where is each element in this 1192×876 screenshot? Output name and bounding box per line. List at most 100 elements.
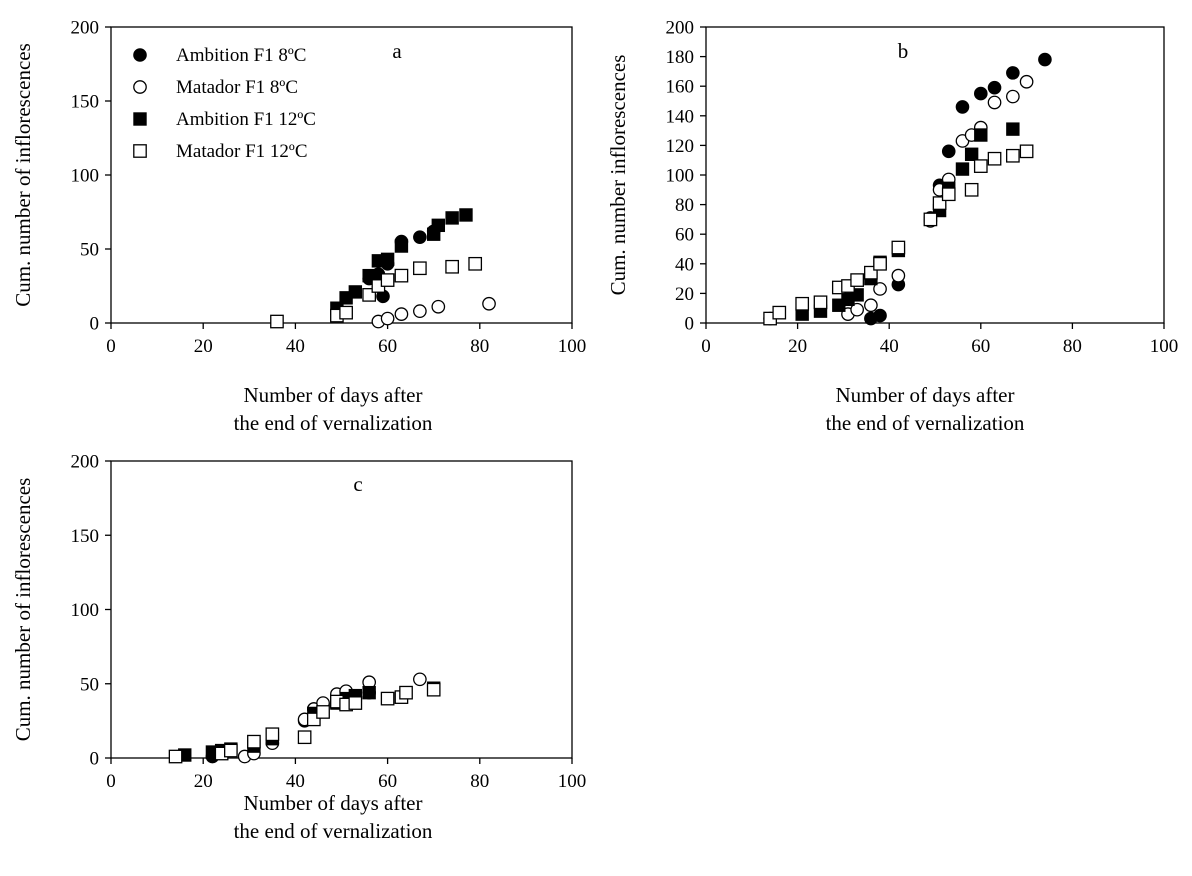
series-open-circle <box>237 672 427 764</box>
legend-label: Matador F1 8ºC <box>176 77 298 98</box>
x-axis-label-line2: the end of vernalization <box>826 411 1025 435</box>
data-point <box>891 268 906 283</box>
series-filled-circle <box>864 52 1052 326</box>
x-tick-label: 100 <box>558 336 587 357</box>
x-axis-label-line1: Number of days after <box>243 791 422 815</box>
legend-label: Ambition F1 8ºC <box>176 45 306 66</box>
data-point <box>1019 144 1034 159</box>
legend-marker <box>133 48 147 62</box>
data-point <box>413 261 427 276</box>
y-tick-label: 180 <box>666 47 695 68</box>
y-tick-label: 0 <box>90 314 100 335</box>
y-tick-label: 160 <box>666 77 695 98</box>
data-point <box>394 268 409 283</box>
y-axis-label: Cum. number of inflorescences <box>11 43 35 307</box>
data-point <box>795 296 810 311</box>
legend-label: Ambition F1 12ºC <box>176 109 316 130</box>
data-point <box>431 218 446 233</box>
data-point <box>168 749 183 764</box>
data-point <box>224 743 238 758</box>
data-point <box>380 252 395 267</box>
series-open-square <box>763 144 1034 326</box>
y-tick-label: 50 <box>80 240 99 261</box>
y-tick-label: 100 <box>71 166 100 187</box>
data-point <box>270 314 284 329</box>
data-point <box>413 304 427 319</box>
plot-frame <box>110 26 573 324</box>
data-point <box>973 86 988 101</box>
x-tick-label: 80 <box>470 336 489 357</box>
data-point <box>362 268 376 283</box>
data-point <box>1019 74 1034 89</box>
y-tick-label: 200 <box>71 452 100 473</box>
series-filled-square <box>330 208 473 315</box>
data-point <box>974 128 988 142</box>
data-point <box>1006 66 1020 80</box>
data-point <box>399 685 413 700</box>
panel-label: b <box>898 39 909 63</box>
series-open-circle <box>371 296 496 329</box>
x-tick-label: 100 <box>558 771 587 792</box>
series-filled-square <box>795 122 1020 321</box>
data-point <box>987 80 1002 95</box>
y-tick-label: 0 <box>90 749 100 770</box>
data-point <box>247 734 261 749</box>
data-point <box>426 682 441 697</box>
data-point <box>394 239 409 253</box>
data-point <box>413 230 427 244</box>
data-point <box>348 696 363 710</box>
legend-marker <box>133 112 147 126</box>
data-point <box>468 256 483 271</box>
y-axis-label: Cum. number inflorescences <box>606 55 630 296</box>
x-tick-label: 60 <box>378 336 397 357</box>
data-point <box>339 305 353 320</box>
chart-panel-b: 0 20 40 60 80 100 0 20 40 60 80 100 120 140 160 180 200 C… <box>606 18 1178 436</box>
y-tick-label: 50 <box>80 674 99 695</box>
data-point <box>955 100 970 114</box>
x-tick-label: 0 <box>106 771 116 792</box>
x-tick-label: 0 <box>106 336 116 357</box>
x-tick-label: 60 <box>378 771 397 792</box>
data-point <box>891 240 906 255</box>
data-point <box>1006 122 1020 136</box>
plot-frame <box>110 460 573 759</box>
y-tick-label: 80 <box>675 195 694 216</box>
data-point <box>394 307 409 321</box>
x-tick-label: 20 <box>788 336 807 357</box>
y-axis-label: Cum. number of inflorescences <box>11 478 35 742</box>
data-point <box>362 685 376 700</box>
legend-marker <box>133 80 147 94</box>
y-tick-label: 60 <box>675 225 694 246</box>
data-point <box>941 144 956 159</box>
y-tick-label: 200 <box>71 18 100 39</box>
data-point <box>380 311 395 326</box>
data-point <box>265 727 280 742</box>
y-tick-label: 120 <box>666 136 695 157</box>
plot-frame <box>705 26 1165 324</box>
x-tick-label: 0 <box>701 336 711 357</box>
data-point <box>964 182 979 197</box>
x-tick-label: 40 <box>286 771 305 792</box>
chart-panel-a: 0 20 40 60 80 100 0 50 100 150 200 Cum. number of i… <box>11 18 586 436</box>
data-point <box>955 162 970 176</box>
chart-panel-c: 0 20 40 60 80 100 0 50 100 150 200 Cum. number of i… <box>11 452 586 844</box>
data-point <box>380 691 395 706</box>
x-axis-label-line1: Number of days after <box>243 383 422 407</box>
data-point <box>380 273 395 287</box>
x-tick-label: 80 <box>470 771 489 792</box>
x-tick-label: 20 <box>194 771 213 792</box>
data-point <box>987 151 1002 166</box>
data-point <box>445 259 459 274</box>
data-point <box>316 705 330 719</box>
y-tick-label: 140 <box>666 106 695 127</box>
data-point <box>297 730 312 745</box>
legend-marker <box>133 144 147 158</box>
data-point <box>864 298 878 313</box>
y-tick-label: 0 <box>685 314 695 335</box>
legend-label: Matador F1 12ºC <box>176 141 308 162</box>
y-tick-label: 100 <box>666 166 695 187</box>
legend: Ambition F1 8ºC Matador F1 8ºC Ambition F1… <box>133 45 316 162</box>
x-axis-label-line1: Number of days after <box>835 383 1014 407</box>
data-point <box>1038 52 1052 67</box>
